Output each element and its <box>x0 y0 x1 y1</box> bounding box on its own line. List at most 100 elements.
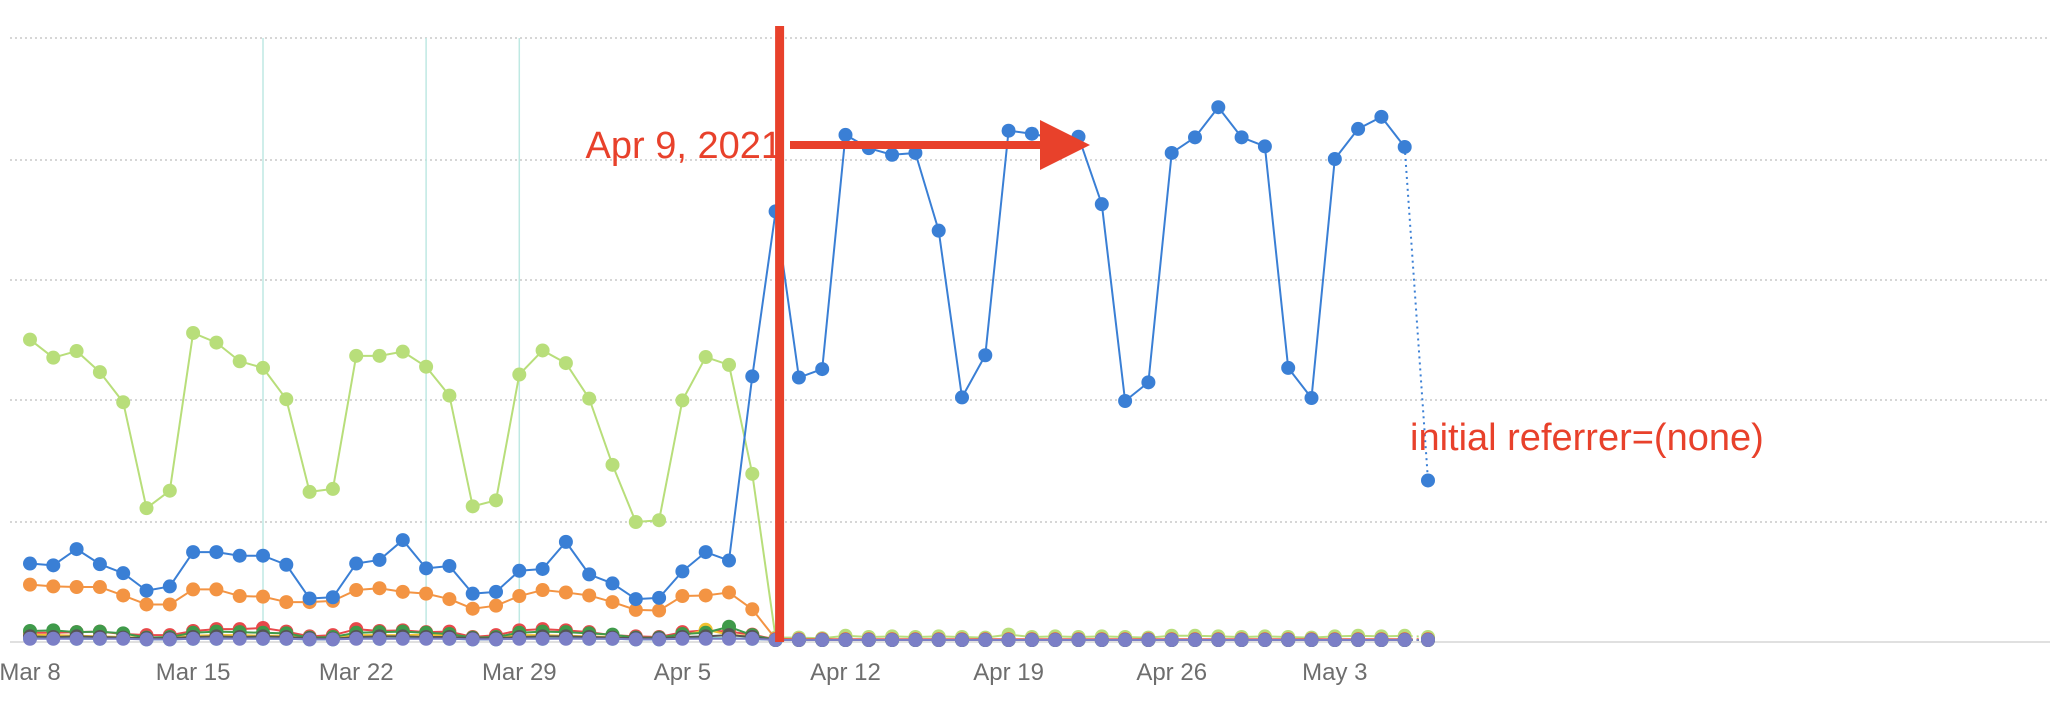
series-8-point-58 <box>1374 633 1389 647</box>
series-1 <box>23 100 1435 607</box>
series-8-point-54 <box>1281 633 1296 647</box>
series-1-point-55 <box>1304 390 1319 405</box>
series-8-point-39 <box>931 633 946 647</box>
series-8-point-37 <box>885 633 900 647</box>
series-0-point-3 <box>92 365 107 380</box>
series-1-point-34 <box>815 362 830 377</box>
series-1-point-5 <box>139 583 154 598</box>
series-8-point-17 <box>419 631 434 646</box>
series-1-point-27 <box>652 590 667 605</box>
series-1-point-40 <box>955 390 969 405</box>
series-0-point-4 <box>116 395 131 410</box>
series-2-point-9 <box>232 589 247 604</box>
series-8-point-7 <box>186 631 201 646</box>
series-2-point-21 <box>512 589 527 604</box>
series-0-point-15 <box>372 348 387 363</box>
series-8 <box>23 631 1435 647</box>
series-8-point-29 <box>698 631 713 646</box>
series-1-point-19 <box>465 586 480 601</box>
series-2-point-11 <box>279 595 294 610</box>
series-1-point-15 <box>372 552 387 567</box>
series-1-point-12 <box>302 591 317 606</box>
series-0-point-27 <box>652 513 667 528</box>
series-1-point-6 <box>162 579 177 594</box>
series-1-point-58 <box>1374 109 1389 124</box>
x-tick-label-1: Mar 15 <box>156 659 231 686</box>
x-tick-label-7: Apr 26 <box>1136 659 1207 686</box>
series-1-point-13 <box>325 590 340 605</box>
series-8-point-33 <box>791 633 806 647</box>
series-0-point-24 <box>582 391 597 406</box>
series-8-point-15 <box>372 631 387 646</box>
series-1-point-47 <box>1118 394 1133 409</box>
x-tick-label-5: Apr 12 <box>810 659 881 686</box>
series-8-point-40 <box>955 633 969 647</box>
series-2-point-16 <box>395 584 410 599</box>
series-0-point-5 <box>139 501 154 516</box>
series-1-point-29 <box>698 545 713 560</box>
series-8-point-13 <box>325 632 340 647</box>
series-8-point-59 <box>1397 633 1412 647</box>
series-8-point-50 <box>1188 633 1202 647</box>
series-8-point-36 <box>861 633 876 647</box>
series-8-point-26 <box>628 632 643 647</box>
series-1-point-11 <box>279 557 294 572</box>
series-1-point-28 <box>675 564 690 579</box>
series-0-point-17 <box>419 359 434 374</box>
series-1-point-26 <box>628 592 643 607</box>
x-axis-ticks: Mar 8 Mar 15 Mar 22 Mar 29 Apr 5 Apr 12 Apr 19… <box>0 659 1367 686</box>
series-1-point-43 <box>1024 126 1039 141</box>
series-1-point-1 <box>46 558 61 573</box>
series-8-point-47 <box>1118 633 1133 647</box>
series-8-point-44 <box>1048 633 1063 647</box>
series-8-point-31 <box>745 631 760 646</box>
series-1-point-17 <box>419 561 434 576</box>
series-8-point-35 <box>838 633 853 647</box>
series-8-point-2 <box>69 631 84 646</box>
series-1-point-30 <box>722 553 736 568</box>
series-0-point-29 <box>698 350 713 365</box>
series-8-point-41 <box>978 633 993 647</box>
series-2-point-18 <box>442 592 457 607</box>
series-1-point-35 <box>838 127 853 142</box>
series-1-point-18 <box>442 558 457 573</box>
series-1-point-9 <box>232 548 247 563</box>
series-0-point-11 <box>279 392 294 407</box>
series-1-point-54 <box>1281 360 1296 375</box>
series-8-point-16 <box>395 631 410 646</box>
series-1-point-48 <box>1141 375 1156 390</box>
series-8-point-22 <box>535 631 550 646</box>
series-2-point-7 <box>186 582 201 597</box>
series-8-point-20 <box>489 632 503 647</box>
series-1-point-33 <box>791 370 806 385</box>
series-8-point-55 <box>1304 633 1319 647</box>
series-0-point-16 <box>395 344 410 359</box>
series-0-point-7 <box>186 325 201 340</box>
series-1-point-3 <box>92 557 107 572</box>
series-8-point-1 <box>46 631 61 646</box>
series-8-point-49 <box>1164 633 1179 647</box>
series-2-point-10 <box>256 589 270 604</box>
series-0-point-2 <box>69 344 84 359</box>
series-2-point-30 <box>722 585 736 600</box>
series-8-point-38 <box>908 633 923 647</box>
series-1-point-50 <box>1188 130 1202 145</box>
series-2-point-24 <box>582 588 597 603</box>
series-2-point-19 <box>465 601 480 616</box>
series-2-point-25 <box>605 595 620 610</box>
series-0-point-25 <box>605 457 620 472</box>
series-2-point-27 <box>652 603 667 618</box>
series-0-point-18 <box>442 388 457 403</box>
series-1-point-14 <box>349 556 364 571</box>
series-0-point-10 <box>256 360 270 375</box>
series-1-point-52 <box>1234 130 1249 145</box>
series-8-point-8 <box>209 631 224 646</box>
series-8-point-51 <box>1211 633 1226 647</box>
series-1-point-41 <box>978 348 993 363</box>
series-2-point-28 <box>675 589 690 604</box>
series-2-point-6 <box>162 597 177 612</box>
x-tick-label-2: Mar 22 <box>319 659 394 686</box>
series-8-point-3 <box>92 631 107 646</box>
